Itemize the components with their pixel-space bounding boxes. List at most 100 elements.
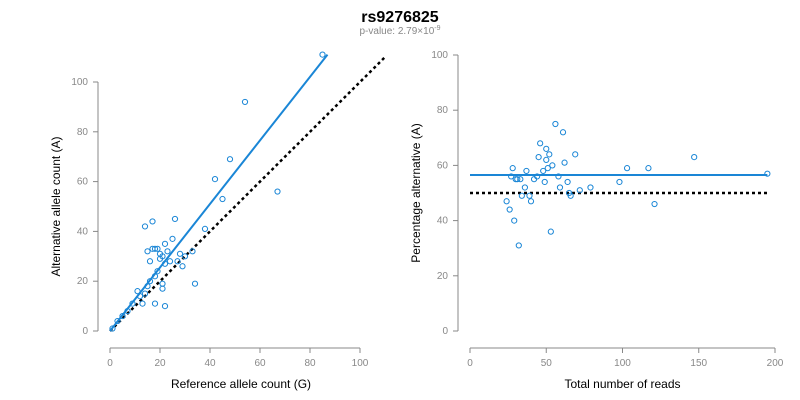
- x-tick-label: 80: [304, 358, 316, 369]
- data-point: [154, 245, 161, 252]
- data-point: [159, 280, 166, 287]
- data-point: [546, 151, 553, 158]
- x-axis-title: Total number of reads: [564, 377, 680, 391]
- data-point: [181, 253, 189, 260]
- data-point: [540, 167, 547, 175]
- data-point: [691, 154, 698, 161]
- data-point: [114, 317, 121, 325]
- x-axis-title: Reference allele count (G): [171, 377, 311, 391]
- data-point: [141, 290, 149, 297]
- y-tick-label: 100: [431, 50, 448, 61]
- data-point: [109, 325, 116, 332]
- data-point: [159, 285, 166, 292]
- data-point: [543, 156, 550, 163]
- data-point: [543, 145, 550, 152]
- data-point: [274, 188, 281, 195]
- y-axis-title: Percentage alternative (A): [409, 123, 423, 262]
- data-point: [515, 242, 522, 249]
- data-point: [561, 159, 568, 166]
- plot-area: [109, 51, 386, 332]
- data-point: [503, 198, 510, 205]
- data-point: [219, 195, 226, 203]
- x-tick-label: 40: [204, 358, 216, 369]
- data-point: [144, 248, 151, 255]
- data-point: [124, 307, 131, 315]
- y-tick-label: 0: [442, 326, 448, 337]
- data-point: [144, 283, 151, 290]
- p-value-exponent: -9: [434, 25, 440, 32]
- data-point: [171, 215, 179, 223]
- data-point: [164, 248, 171, 255]
- x-tick-label: 0: [467, 358, 473, 369]
- y-tick-label: 20: [77, 276, 89, 287]
- y-tick-label: 60: [437, 160, 449, 171]
- fit-line: [109, 53, 329, 332]
- data-point: [514, 176, 521, 183]
- data-point: [544, 165, 551, 172]
- data-point: [176, 250, 184, 257]
- data-point: [645, 165, 652, 172]
- y-tick-label: 0: [82, 326, 88, 337]
- x-tick-label: 20: [154, 358, 166, 369]
- data-point: [136, 293, 144, 300]
- data-point: [241, 98, 249, 106]
- allele-count-scatter-panel: 0 20 40 60 80 100 Reference allele count (G) 0 2…: [49, 51, 386, 391]
- data-point: [151, 300, 159, 307]
- x-tick-label: 50: [541, 358, 553, 369]
- data-point: [552, 120, 559, 128]
- data-point: [559, 129, 567, 136]
- chart-title: rs9276825: [361, 9, 439, 26]
- data-point: [179, 263, 186, 270]
- data-point: [535, 154, 542, 161]
- x-tick-label: 100: [352, 358, 369, 369]
- y-tick-label: 40: [77, 226, 89, 237]
- data-point: [166, 258, 174, 265]
- x-tick-label: 0: [107, 358, 113, 369]
- data-point: [572, 151, 579, 158]
- data-point: [119, 312, 126, 320]
- data-point: [161, 303, 169, 310]
- data-point: [189, 248, 196, 255]
- y-tick-label: 100: [71, 77, 88, 88]
- data-point: [564, 178, 571, 186]
- data-point: [523, 167, 530, 175]
- data-point: [526, 192, 533, 199]
- data-point: [506, 206, 513, 213]
- data-point: [764, 170, 771, 177]
- y-tick-label: 20: [437, 271, 449, 282]
- data-point: [201, 225, 209, 233]
- data-point: [141, 223, 149, 230]
- data-point: [518, 192, 525, 199]
- data-point: [149, 218, 156, 225]
- p-value-text: p-value: 2.79×10: [359, 26, 434, 37]
- y-tick-label: 60: [77, 177, 89, 188]
- data-point: [651, 200, 658, 208]
- data-point: [134, 288, 141, 295]
- reference-line: [109, 56, 386, 332]
- data-point: [547, 228, 554, 235]
- data-point: [567, 192, 574, 199]
- data-point: [623, 165, 631, 172]
- y-tick-label: 40: [437, 216, 449, 227]
- data-point: [151, 245, 159, 252]
- data-point: [521, 184, 529, 191]
- data-point: [556, 184, 564, 191]
- data-point: [517, 176, 524, 183]
- chart-subtitle: p-value: 2.79×10-9: [359, 25, 440, 37]
- data-point: [146, 258, 154, 265]
- percentage-alternative-scatter-panel: 0 50 100 150 200 Total number of reads 0 20 40 60…: [409, 50, 784, 391]
- data-point: [161, 260, 169, 267]
- y-tick-label: 80: [437, 105, 449, 116]
- data-point: [154, 268, 161, 275]
- data-point: [576, 187, 583, 194]
- y-tick-label: 80: [77, 127, 89, 138]
- data-point: [549, 162, 556, 169]
- x-tick-label: 150: [690, 358, 707, 369]
- data-point: [587, 184, 594, 191]
- data-point: [129, 300, 136, 307]
- data-point: [508, 173, 515, 180]
- plot-area: [470, 120, 771, 249]
- data-point: [211, 176, 219, 183]
- data-point: [161, 240, 169, 247]
